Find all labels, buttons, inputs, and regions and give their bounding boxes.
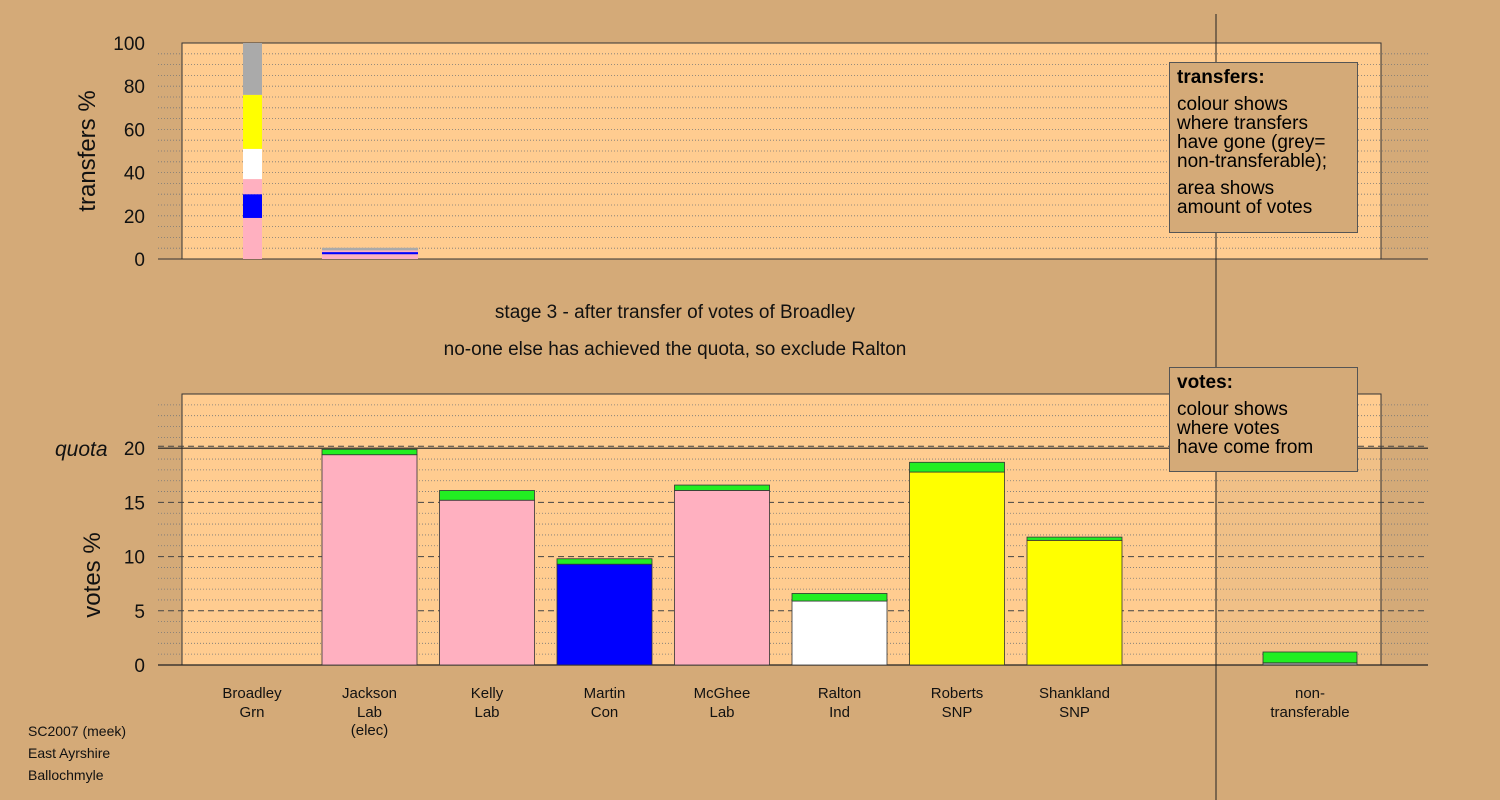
decision-caption: no-one else has achieved the quota, so e… xyxy=(443,339,907,360)
transfers-legend-line: non-transferable); xyxy=(1177,151,1327,172)
candidate-name: Kelly xyxy=(471,685,504,702)
transfer-segment xyxy=(243,194,262,218)
candidate-party: Lab xyxy=(474,704,499,721)
vote-bar xyxy=(909,471,1005,666)
candidate-party: SNP xyxy=(1059,704,1090,721)
y-axis-label: votes % xyxy=(79,532,106,617)
y-tick-label: 15 xyxy=(124,493,145,514)
candidate-party: Grn xyxy=(239,704,264,721)
transfers-legend-line: colour shows xyxy=(1177,94,1288,115)
small-transfer-segment xyxy=(322,254,418,259)
elected-label: (elec) xyxy=(351,722,389,739)
candidate-name: Jackson xyxy=(342,685,397,702)
y-tick-label: 80 xyxy=(124,77,145,98)
transfer-segment xyxy=(243,217,262,259)
transfer-segment xyxy=(243,43,262,95)
vote-bar xyxy=(556,563,653,666)
transfers-legend-line: area shows xyxy=(1177,178,1275,199)
vote-bar xyxy=(791,600,888,666)
candidate-name: Ralton xyxy=(818,685,861,702)
source-line: SC2007 (meek) xyxy=(28,723,127,739)
y-tick-label: 60 xyxy=(124,120,145,141)
nontransferable-bar xyxy=(1262,651,1358,664)
transfer-bar xyxy=(556,558,653,565)
y-tick-label: 0 xyxy=(134,656,145,677)
y-tick-label: 20 xyxy=(124,207,145,228)
transfer-bar xyxy=(439,490,535,501)
y-tick-label: 20 xyxy=(124,439,145,460)
transfer-bar xyxy=(909,461,1005,473)
transfer-segment xyxy=(243,148,262,180)
small-transfer-segment xyxy=(322,250,418,253)
stage-caption: stage 3 - after transfer of votes of Bro… xyxy=(494,302,856,323)
y-tick-label: 0 xyxy=(134,250,145,271)
candidate-party: Ind xyxy=(829,704,850,721)
y-tick-label: 10 xyxy=(124,548,145,569)
votes-legend-line: have come from xyxy=(1177,437,1314,458)
transfer-segment xyxy=(243,179,262,195)
vote-bar xyxy=(321,454,418,666)
transfer-bar xyxy=(321,448,418,456)
candidate-party: Lab xyxy=(709,704,734,721)
vote-bar xyxy=(674,490,770,666)
votes-legend-title: votes: xyxy=(1177,372,1233,393)
small-transfer-segment xyxy=(322,247,418,251)
candidate-name: Broadley xyxy=(222,685,282,702)
candidate-name: Martin xyxy=(584,685,626,702)
vote-bar xyxy=(1026,539,1123,666)
source-line: East Ayrshire xyxy=(28,745,111,761)
source-info: SC2007 (meek) East Ayrshire Ballochmyle xyxy=(28,720,126,786)
y-tick-label: 100 xyxy=(113,34,145,55)
transfer-segment xyxy=(243,94,262,149)
candidate-name: Roberts xyxy=(931,685,984,702)
transfers-legend-line: have gone (grey= xyxy=(1177,132,1326,153)
candidate-party: SNP xyxy=(942,704,973,721)
transfer-bar xyxy=(791,593,888,602)
y-axis-label: transfers % xyxy=(74,90,101,211)
quota-label: quota xyxy=(55,438,108,461)
candidate-name: McGhee xyxy=(694,685,751,702)
small-transfer-segment xyxy=(322,252,418,255)
candidate-name: Shankland xyxy=(1039,685,1110,702)
votes-legend-line: colour shows xyxy=(1177,399,1288,420)
candidate-party: Lab xyxy=(357,704,382,721)
vote-bar xyxy=(439,499,535,666)
transfer-bar xyxy=(674,484,770,491)
transfer-bar xyxy=(1026,536,1123,541)
transfers-legend: transfers: colour shows where transfers … xyxy=(1169,62,1358,233)
votes-legend: votes: colour shows where votes have com… xyxy=(1169,367,1358,472)
transfers-legend-line: where transfers xyxy=(1177,113,1308,134)
transfers-legend-line: amount of votes xyxy=(1177,197,1313,218)
candidate-party: Con xyxy=(591,704,619,721)
y-tick-label: 40 xyxy=(124,164,145,185)
source-line: Ballochmyle xyxy=(28,767,104,783)
nontransferable-label: transferable xyxy=(1270,704,1349,721)
y-tick-label: 5 xyxy=(134,602,145,623)
transfers-legend-title: transfers: xyxy=(1177,67,1265,88)
votes-legend-line: where votes xyxy=(1177,418,1280,439)
nontransferable-label: non- xyxy=(1295,685,1325,702)
